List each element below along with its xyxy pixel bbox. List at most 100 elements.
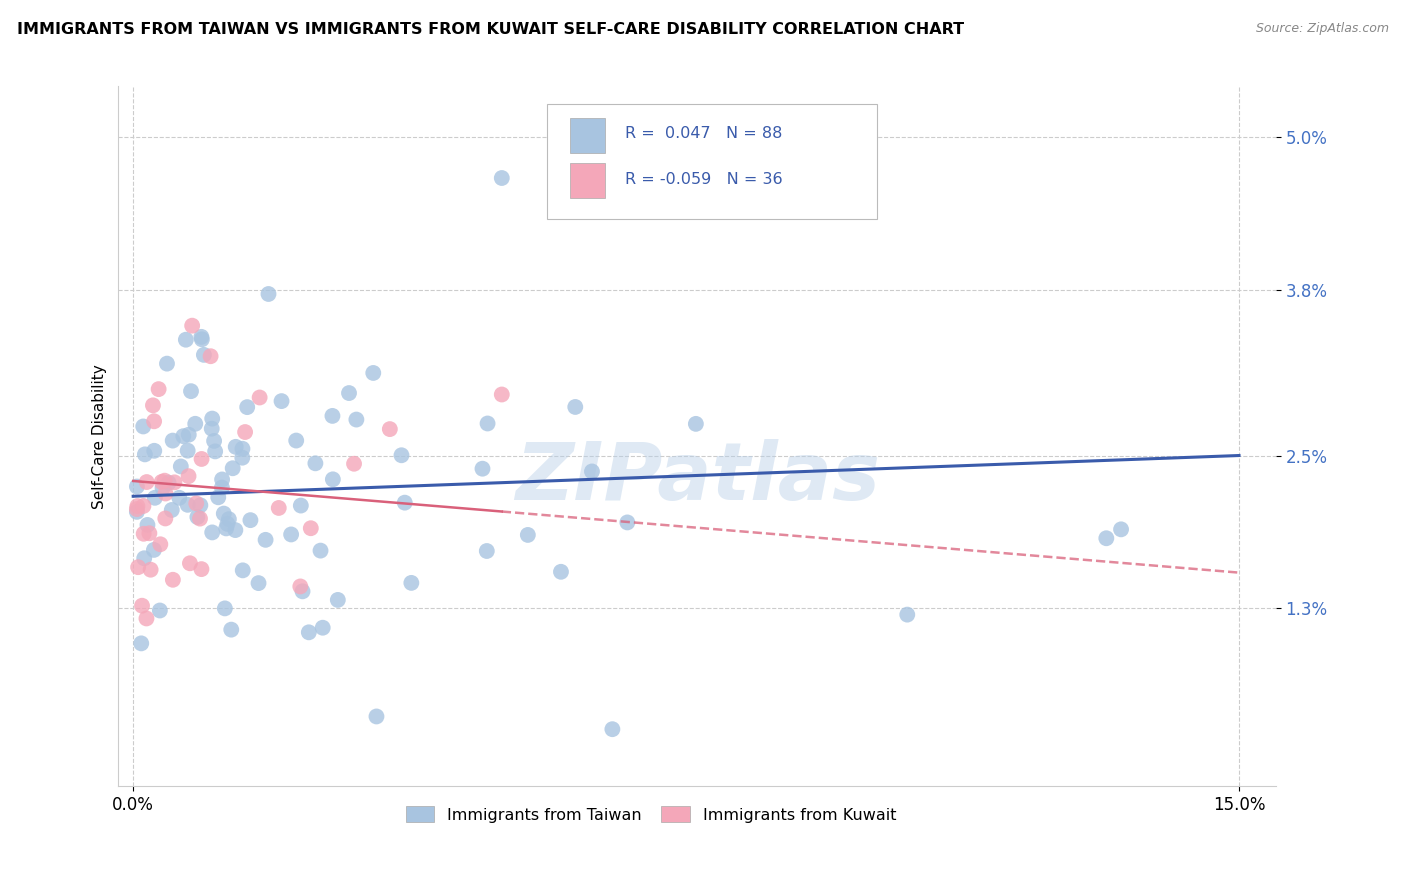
Point <box>177 469 200 483</box>
Point <box>177 427 200 442</box>
Point <box>142 398 165 412</box>
Point <box>280 527 302 541</box>
Y-axis label: Self-Care Disability: Self-Care Disability <box>93 364 107 508</box>
Point <box>131 599 153 613</box>
Point <box>125 479 148 493</box>
Point <box>180 384 202 399</box>
Point <box>135 475 157 489</box>
Point <box>298 625 321 640</box>
Point <box>361 366 384 380</box>
Point <box>188 498 211 512</box>
Point <box>249 391 271 405</box>
Point <box>312 621 335 635</box>
Point <box>179 556 201 570</box>
Point <box>190 452 212 467</box>
Point <box>215 521 238 535</box>
Point <box>201 411 224 425</box>
Point <box>132 419 155 434</box>
Point <box>134 447 156 461</box>
FancyBboxPatch shape <box>569 118 605 153</box>
Point <box>491 171 513 186</box>
Point <box>153 474 176 488</box>
Point <box>125 505 148 519</box>
Point <box>211 481 233 495</box>
Text: R = -0.059   N = 36: R = -0.059 N = 36 <box>626 171 783 186</box>
Point <box>184 417 207 431</box>
Point <box>174 333 197 347</box>
Point <box>290 499 312 513</box>
Point <box>152 481 174 495</box>
Point <box>304 456 326 470</box>
Point <box>247 576 270 591</box>
Point <box>1095 531 1118 545</box>
Point <box>162 573 184 587</box>
Text: R =  0.047   N = 88: R = 0.047 N = 88 <box>626 126 783 141</box>
Point <box>143 414 166 428</box>
Point <box>127 560 149 574</box>
Point <box>401 575 423 590</box>
Point <box>155 511 177 525</box>
Point <box>190 330 212 344</box>
Point <box>190 562 212 576</box>
Point <box>212 507 235 521</box>
Point <box>169 491 191 505</box>
Point <box>477 417 499 431</box>
Point <box>291 584 314 599</box>
Point <box>231 442 253 456</box>
Point <box>218 512 240 526</box>
Point <box>139 563 162 577</box>
Point <box>224 523 246 537</box>
Point <box>344 412 367 426</box>
Point <box>201 525 224 540</box>
Point <box>221 461 243 475</box>
Point <box>475 544 498 558</box>
Point <box>896 607 918 622</box>
Point <box>156 357 179 371</box>
Point <box>322 472 344 486</box>
Point <box>391 448 413 462</box>
Point <box>394 496 416 510</box>
Point <box>201 422 224 436</box>
Point <box>162 434 184 448</box>
Point <box>516 528 538 542</box>
Point <box>285 434 308 448</box>
Point <box>219 623 242 637</box>
Legend: Immigrants from Taiwan, Immigrants from Kuwait: Immigrants from Taiwan, Immigrants from … <box>399 799 903 829</box>
Point <box>239 513 262 527</box>
Point <box>149 603 172 617</box>
Point <box>207 490 229 504</box>
Point <box>132 526 155 541</box>
Point <box>309 543 332 558</box>
Point <box>170 459 193 474</box>
FancyBboxPatch shape <box>569 163 605 198</box>
Point <box>155 486 177 500</box>
Point <box>225 440 247 454</box>
FancyBboxPatch shape <box>547 103 876 219</box>
Point <box>378 422 401 436</box>
Point <box>299 521 322 535</box>
Point <box>236 400 259 414</box>
Point <box>172 429 194 443</box>
Point <box>186 496 208 510</box>
Point <box>202 434 225 448</box>
Point <box>233 425 256 439</box>
Point <box>129 636 152 650</box>
Point <box>136 517 159 532</box>
Point <box>149 537 172 551</box>
Point <box>181 318 204 333</box>
Point <box>270 394 292 409</box>
Point <box>127 499 149 513</box>
Point <box>138 526 160 541</box>
Point <box>1109 522 1132 536</box>
Point <box>685 417 707 431</box>
Point <box>142 542 165 557</box>
Point <box>135 611 157 625</box>
Point <box>337 386 360 401</box>
Point <box>232 563 254 577</box>
Point <box>616 516 638 530</box>
Point <box>143 491 166 505</box>
Point <box>191 332 214 346</box>
Point <box>326 593 349 607</box>
Point <box>132 499 155 513</box>
Point <box>204 444 226 458</box>
